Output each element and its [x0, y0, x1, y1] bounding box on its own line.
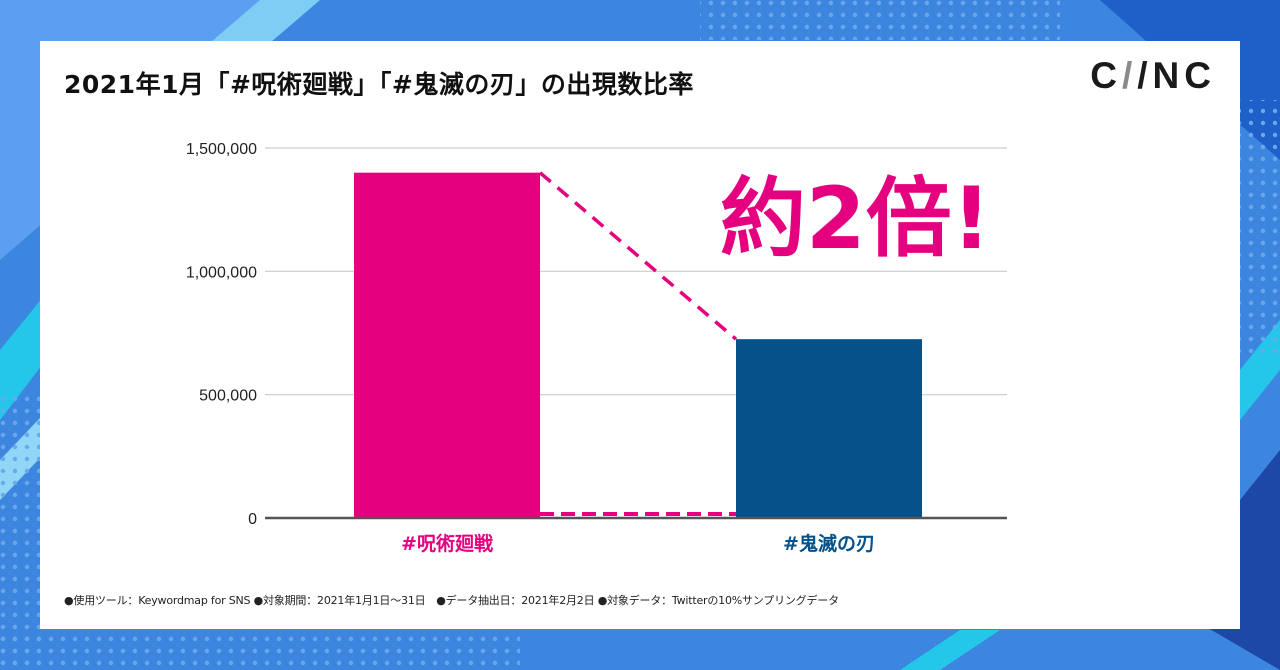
comparison-dashed-line — [538, 171, 738, 341]
ratio-callout: 約2倍! — [720, 169, 991, 269]
brand-logo-slash: / — [1121, 55, 1138, 96]
x-category-label: #呪術廻戦 — [401, 532, 493, 555]
y-tick-label: 500,000 — [199, 388, 257, 405]
y-tick-label: 1,000,000 — [186, 264, 257, 281]
bar-chart: 0 500,000 1,000,000 1,500,000 #呪術廻戦 #鬼滅の刃 約2倍! — [186, 141, 1007, 555]
data-source-footnote: ●使用ツール：Keywordmap for SNS ●対象期間：2021年1月1… — [64, 594, 839, 607]
bar — [354, 172, 540, 518]
brand-logo-nc: /NC — [1137, 55, 1216, 96]
chart-card: 2021年1月「#呪術廻戦」「#鬼滅の刃」の出現数比率 C//NC 0 500,0… — [40, 41, 1240, 629]
brand-logo: C//NC — [1090, 55, 1216, 97]
chart-title: 2021年1月「#呪術廻戦」「#鬼滅の刃」の出現数比率 — [64, 70, 694, 99]
y-tick-label: 0 — [248, 511, 257, 528]
brand-logo-c: C — [1090, 55, 1122, 96]
y-tick-label: 1,500,000 — [186, 141, 257, 158]
bar — [736, 339, 922, 518]
x-category-label: #鬼滅の刃 — [783, 532, 875, 555]
